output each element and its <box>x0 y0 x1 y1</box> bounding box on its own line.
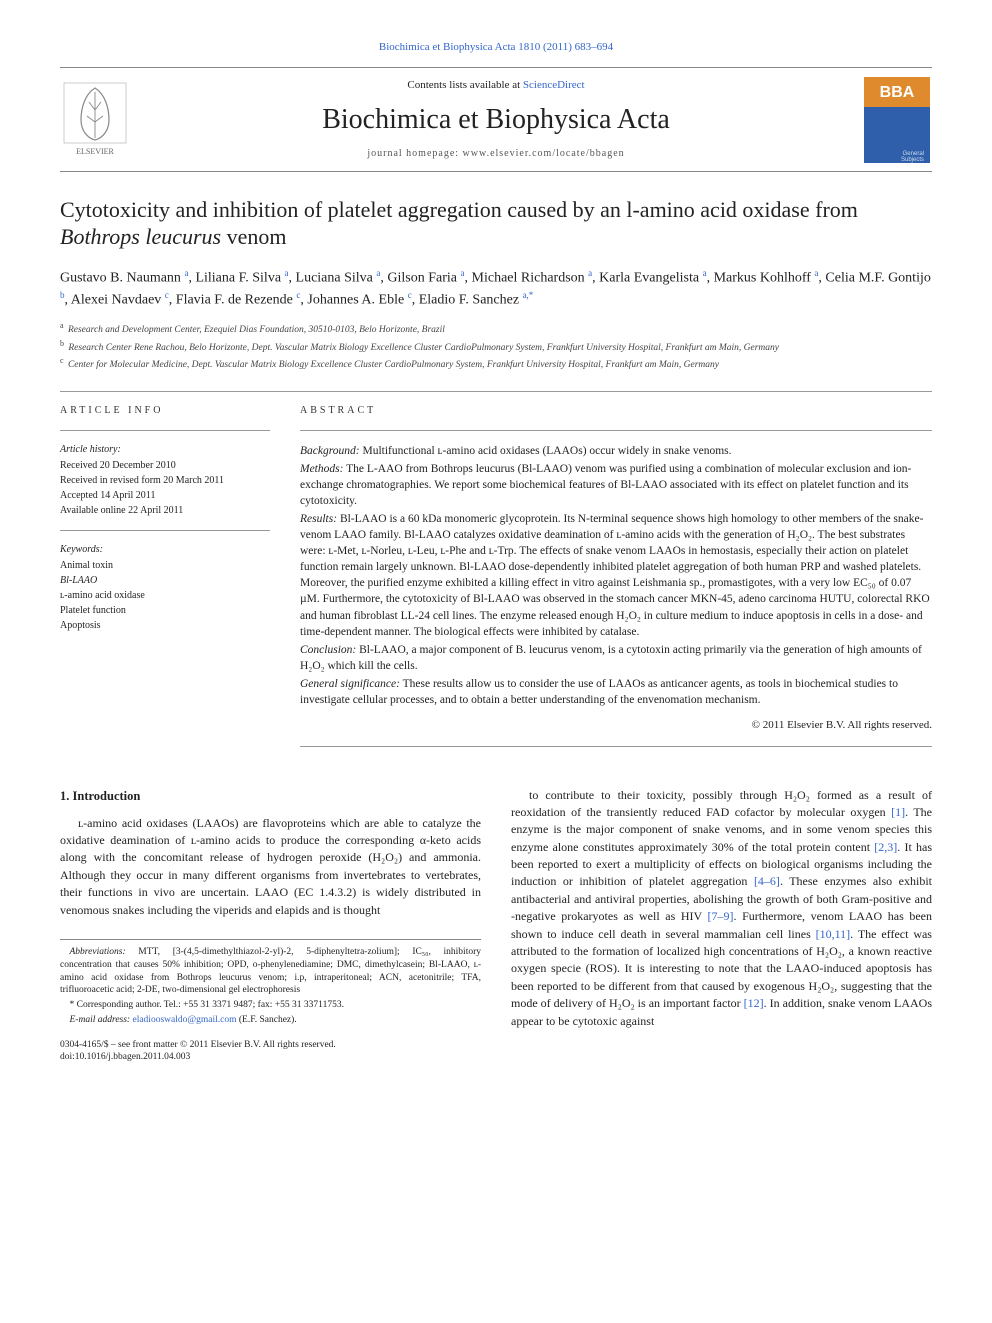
article-info-heading: ARTICLE INFO <box>60 404 270 418</box>
affiliations: a Research and Development Center, Ezequ… <box>60 320 932 372</box>
citation-link[interactable]: [2,3] <box>874 840 897 854</box>
body-paragraph: to contribute to their toxicity, possibl… <box>511 787 932 1030</box>
article-info: ARTICLE INFO Article history: Received 2… <box>60 404 270 759</box>
abstract: ABSTRACT Background: Multifunctional ʟ-a… <box>300 404 932 759</box>
journal-name: Biochimica et Biophysica Acta <box>130 100 862 139</box>
body-paragraph: ʟ-amino acid oxidases (LAAOs) are flavop… <box>60 815 481 919</box>
contents-line: Contents lists available at ScienceDirec… <box>130 78 862 93</box>
svg-text:ELSEVIER: ELSEVIER <box>76 147 114 156</box>
citation-link[interactable]: [7–9] <box>708 909 734 923</box>
sciencedirect-link[interactable]: ScienceDirect <box>523 79 585 91</box>
citation-link[interactable]: [10,11] <box>816 927 851 941</box>
footer-meta: 0304-4165/$ – see front matter © 2011 El… <box>60 1039 481 1064</box>
citation-link[interactable]: [1] <box>891 805 905 819</box>
footnotes: Abbreviations: MTT, [3-(4,5-dimethylthia… <box>60 939 481 1027</box>
body-text: 1. Introduction ʟ-amino acid oxidases (L… <box>60 787 932 1064</box>
elsevier-logo: ELSEVIER <box>60 80 130 160</box>
bba-cover-thumbnail: BBA General Subjects <box>862 80 932 160</box>
running-header[interactable]: Biochimica et Biophysica Acta 1810 (2011… <box>60 40 932 55</box>
journal-header: ELSEVIER Contents lists available at Sci… <box>60 67 932 172</box>
divider <box>60 391 932 392</box>
citation-link[interactable]: [12] <box>744 996 764 1010</box>
abstract-copyright: © 2011 Elsevier B.V. All rights reserved… <box>300 718 932 733</box>
section-heading: 1. Introduction <box>60 787 481 805</box>
author-list: Gustavo B. Naumann a, Liliana F. Silva a… <box>60 267 932 310</box>
journal-homepage: journal homepage: www.elsevier.com/locat… <box>130 147 862 161</box>
citation-link[interactable]: [4–6] <box>754 874 780 888</box>
abstract-heading: ABSTRACT <box>300 404 932 418</box>
svg-text:Subjects: Subjects <box>901 157 924 163</box>
corresponding-email-link[interactable]: eladiooswaldo@gmail.com <box>130 1015 236 1025</box>
article-title: Cytotoxicity and inhibition of platelet … <box>60 196 932 251</box>
svg-text:BBA: BBA <box>880 84 915 101</box>
